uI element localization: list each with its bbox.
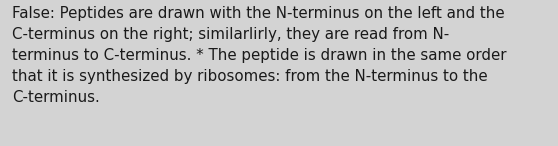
Text: False: Peptides are drawn with the N-terminus on the left and the
C-terminus on : False: Peptides are drawn with the N-ter… (12, 6, 507, 105)
